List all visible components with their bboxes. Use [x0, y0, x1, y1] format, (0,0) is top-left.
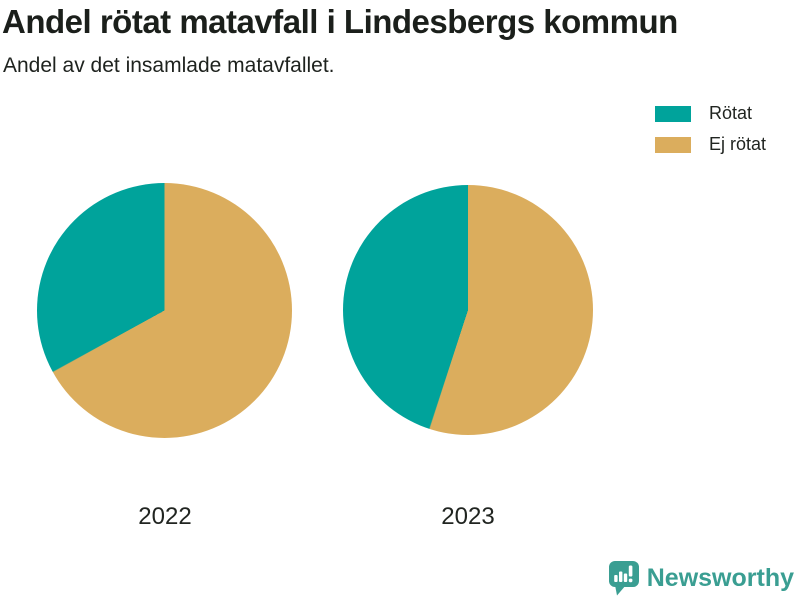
chart-subtitle: Andel av det insamlade matavfallet. [3, 54, 335, 77]
year-label-2022: 2022 [138, 503, 192, 530]
pie-chart-2022 [37, 183, 292, 438]
legend-swatch-rotat [655, 105, 691, 122]
legend-label-ej-rotat: Ej rötat [709, 134, 767, 154]
chart-title: Andel rötat matavfall i Lindesbergs komm… [2, 3, 678, 40]
newsworthy-logo: Newsworthy [608, 561, 794, 596]
pie-chart-2023 [343, 185, 593, 435]
newsworthy-wordmark: Newsworthy [646, 564, 794, 592]
legend-item-rotat: Rötat [655, 103, 766, 124]
newsworthy-bars-icon [608, 561, 639, 596]
legend: Rötat Ej rötat [655, 103, 766, 155]
legend-label-rotat: Rötat [709, 103, 753, 123]
legend-swatch-ej-rotat [655, 136, 691, 153]
legend-item-ej-rotat: Ej rötat [655, 134, 766, 155]
year-label-2023: 2023 [441, 503, 495, 530]
